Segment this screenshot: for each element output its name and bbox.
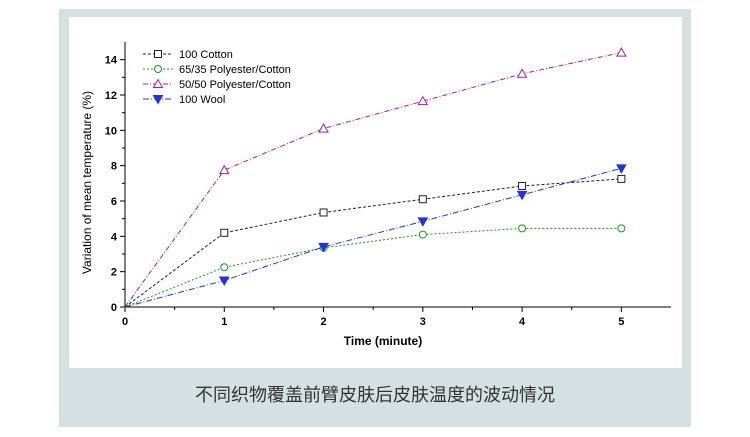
x-tick-label: 2 xyxy=(320,316,326,328)
x-tick-label: 4 xyxy=(519,316,526,328)
data-point xyxy=(218,164,230,175)
data-point xyxy=(417,95,429,106)
data-point xyxy=(218,276,230,287)
x-tick-label: 5 xyxy=(618,316,624,328)
data-point xyxy=(417,217,429,227)
data-point xyxy=(418,230,427,239)
plot-panel: 0 1 2 3 4 5 0 2 4 6 8 10 12 14 Time (minute) Variation … xyxy=(69,17,682,368)
y-tick-label: 12 xyxy=(105,90,117,102)
y-tick-label: 14 xyxy=(105,55,118,67)
series-line xyxy=(124,52,622,308)
figure-caption: 不同织物覆盖前臂皮肤后皮肤温度的波动情况 xyxy=(195,385,555,406)
x-axis-title: Time (minute) xyxy=(344,334,422,348)
data-point xyxy=(220,228,229,237)
legend-marker xyxy=(154,50,162,58)
legend-item: 100 Wool xyxy=(143,94,225,106)
data-point xyxy=(318,242,329,253)
legend-item: 50/50 Polyester/Cotton xyxy=(143,78,291,91)
legend-label: 65/35 Polyester/Cotton xyxy=(179,64,291,76)
data-point xyxy=(617,174,626,183)
series-0 xyxy=(124,174,626,308)
x-tick-label: 1 xyxy=(221,316,227,328)
y-tick-label: 0 xyxy=(111,302,117,314)
data-point xyxy=(518,181,527,190)
legend-label: 100 Cotton xyxy=(179,49,233,61)
legend-label: 50/50 Polyester/Cotton xyxy=(179,79,291,91)
data-point xyxy=(516,190,528,201)
legend-marker xyxy=(152,78,164,88)
x-tick-label: 0 xyxy=(122,316,128,328)
data-point xyxy=(518,224,527,233)
data-point xyxy=(418,195,427,204)
legend-label: 100 Wool xyxy=(179,94,225,106)
data-point xyxy=(220,263,229,272)
data-point xyxy=(616,47,627,57)
series-line xyxy=(124,167,622,308)
data-point xyxy=(516,68,528,78)
series-line xyxy=(124,178,622,308)
series-3 xyxy=(124,164,627,308)
legend-item: 100 Cotton xyxy=(143,49,233,61)
y-axis-title: Variation of mean temperature (%) xyxy=(80,91,94,274)
x-tick-label: 3 xyxy=(420,316,426,328)
data-point xyxy=(318,123,329,133)
y-tick-label: 8 xyxy=(111,161,117,173)
legend-item: 65/35 Polyester/Cotton xyxy=(143,64,291,76)
y-tick-label: 2 xyxy=(111,267,117,279)
data-point xyxy=(617,224,626,233)
series-line xyxy=(124,227,622,308)
legend-marker xyxy=(152,95,164,105)
series-2 xyxy=(124,47,627,308)
y-tick-label: 6 xyxy=(111,196,117,208)
data-point xyxy=(319,208,328,217)
y-tick-label: 10 xyxy=(105,125,117,137)
y-tick-label: 4 xyxy=(111,231,118,243)
legend-marker xyxy=(154,65,162,73)
data-point xyxy=(616,164,627,174)
series-1 xyxy=(124,224,626,308)
